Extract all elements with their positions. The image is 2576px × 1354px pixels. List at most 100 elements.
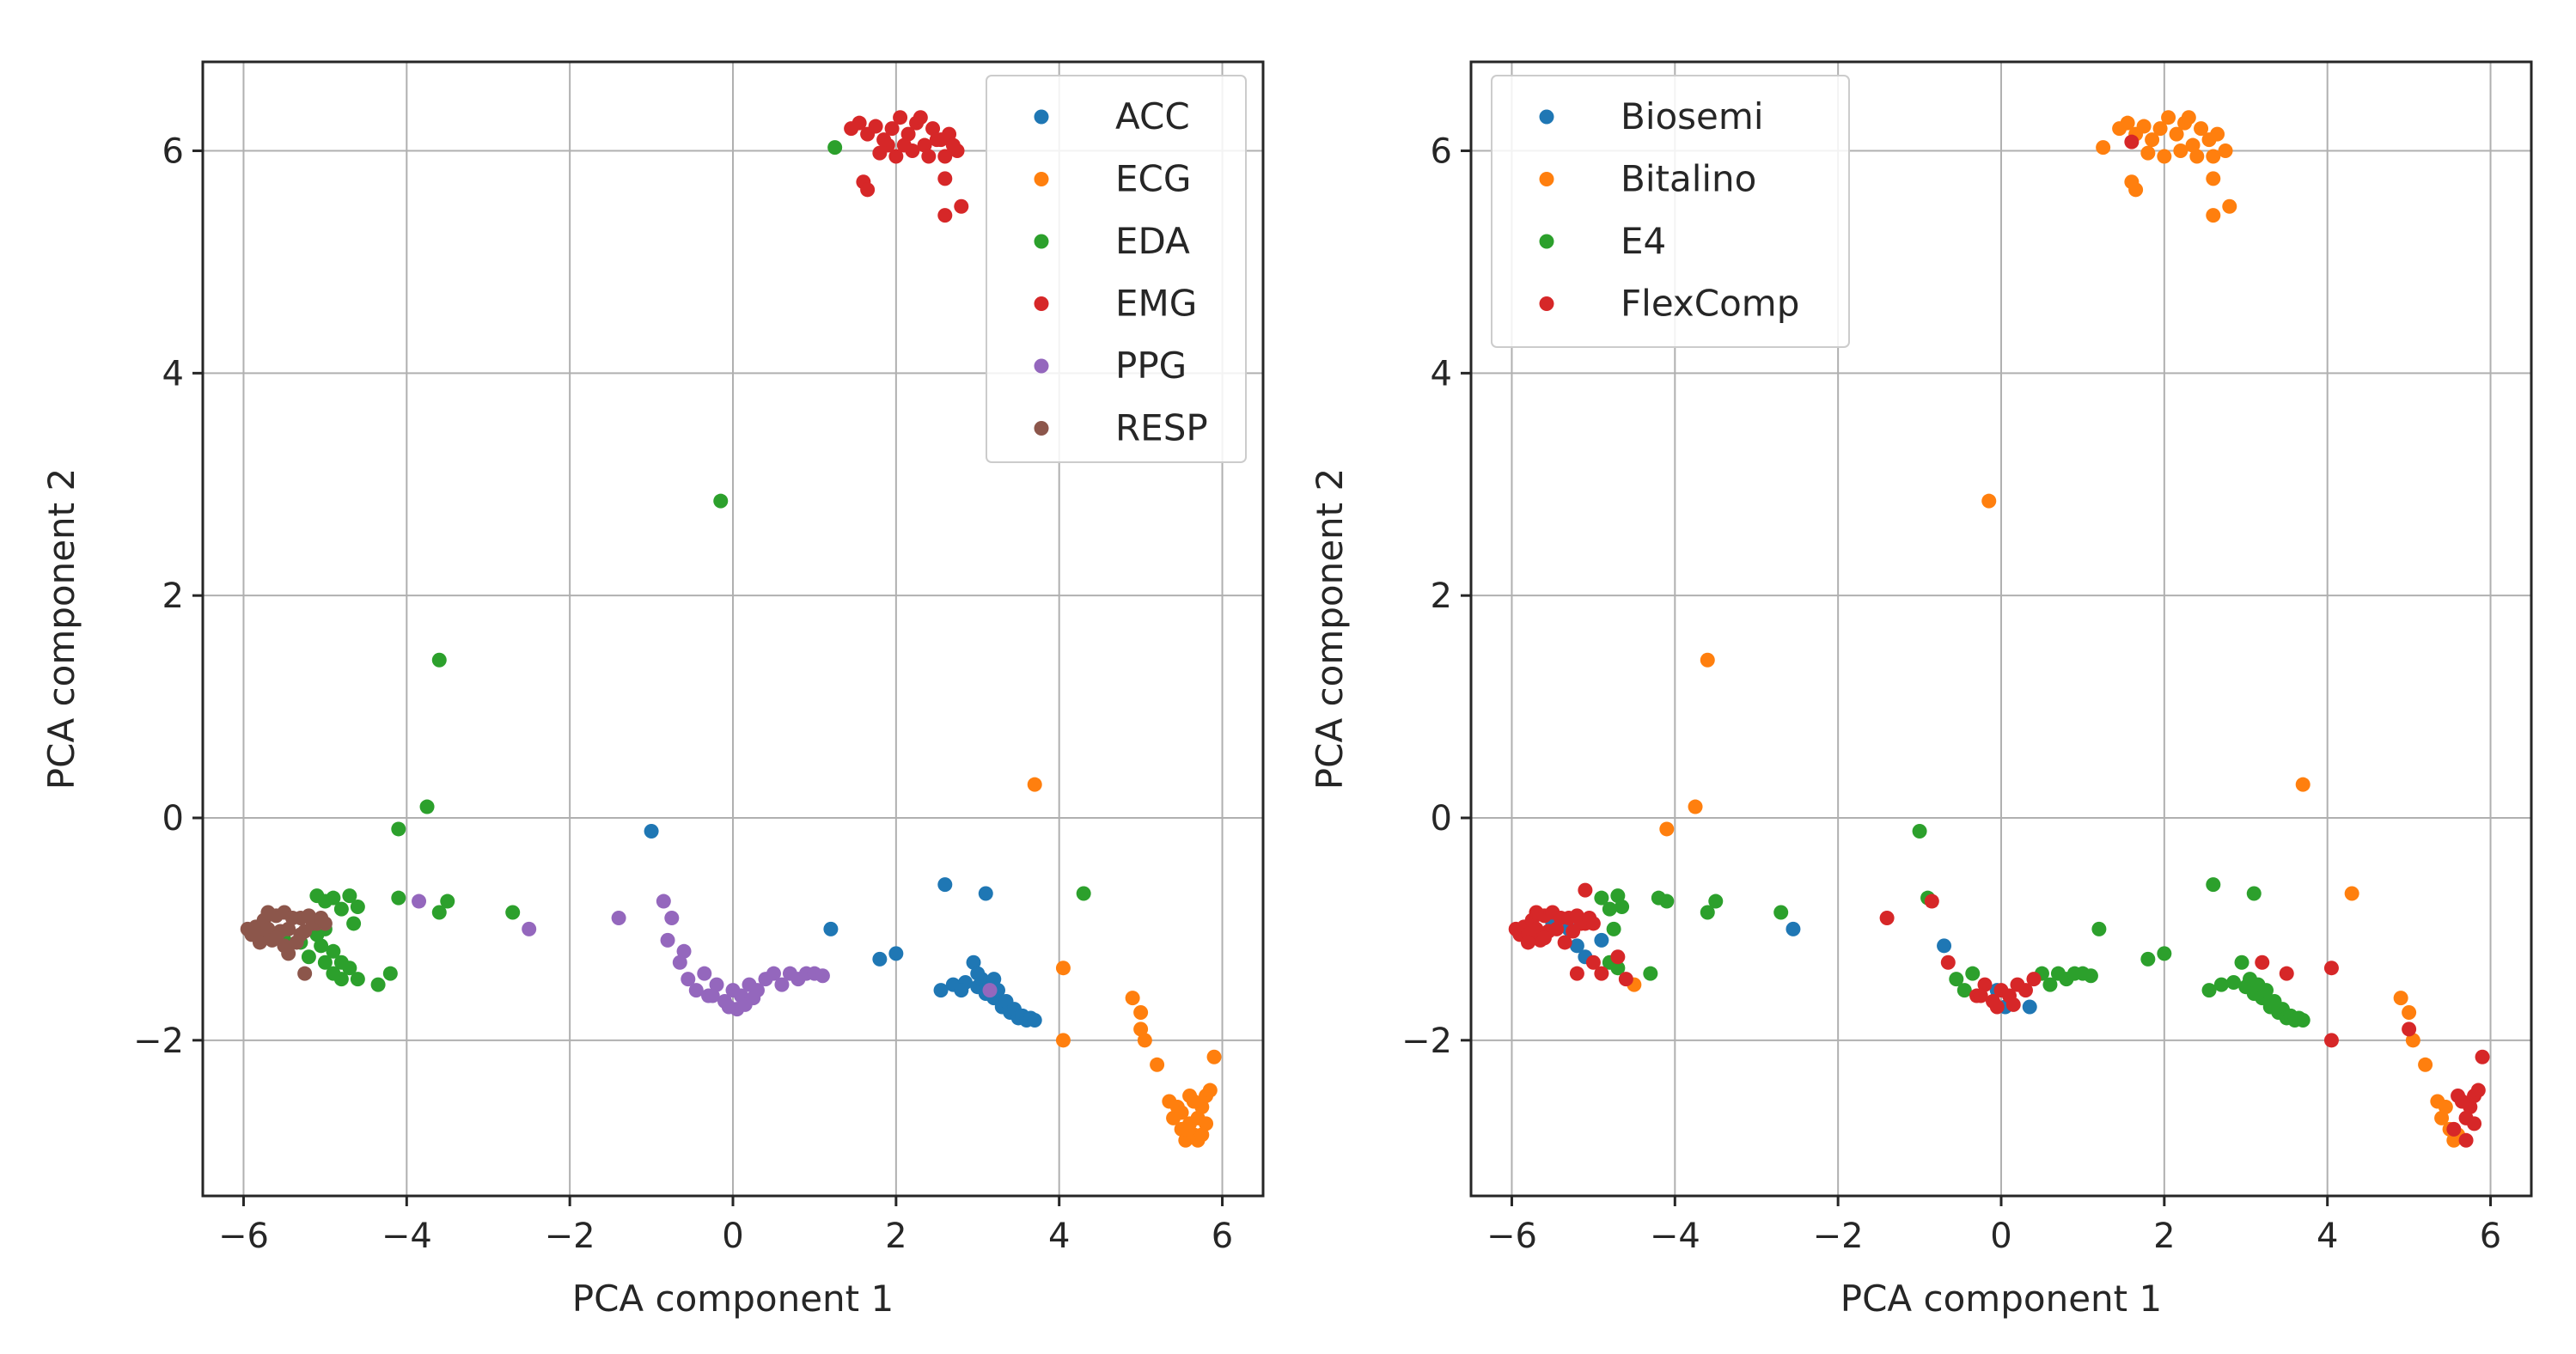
- x-tick-label: 6: [1212, 1217, 1233, 1256]
- data-point-eda: [440, 894, 455, 909]
- data-point-emg: [868, 119, 883, 134]
- data-point-flexcomp: [2005, 997, 2021, 1012]
- data-point-acc: [937, 877, 953, 893]
- data-point-emg: [925, 121, 941, 137]
- y-tick-label: 2: [162, 576, 184, 616]
- data-point-e4: [1615, 900, 1630, 915]
- data-point-e4: [1643, 966, 1658, 981]
- x-tick-label: −4: [1650, 1217, 1700, 1256]
- data-point-ppg: [982, 983, 998, 998]
- data-point-emg: [880, 137, 895, 153]
- data-point-bitalino: [2157, 149, 2172, 164]
- data-point-eda: [713, 493, 729, 509]
- data-point-eda: [350, 900, 365, 915]
- data-point-eda: [342, 961, 357, 976]
- data-point-ecg: [1027, 777, 1042, 792]
- data-point-e4: [1610, 961, 1626, 976]
- legend-marker-ecg: [1034, 172, 1049, 186]
- data-point-bitalino: [2393, 991, 2408, 1006]
- x-tick-label: 6: [2480, 1217, 2501, 1256]
- data-point-e4: [1965, 966, 1981, 981]
- data-point-e4: [1700, 905, 1715, 920]
- data-point-flexcomp: [2467, 1116, 2482, 1131]
- legend-label-acc: ACC: [1115, 95, 1190, 137]
- x-tick-label: 4: [1048, 1217, 1070, 1256]
- data-point-biosemi: [1594, 932, 1609, 948]
- data-point-ecg: [1133, 1004, 1149, 1020]
- data-point-bitalino: [2145, 132, 2160, 148]
- legend-marker-eda: [1034, 234, 1049, 249]
- legend-label-emg: EMG: [1115, 283, 1197, 325]
- data-point-emg: [852, 115, 867, 131]
- data-point-bitalino: [2096, 140, 2111, 156]
- data-point-flexcomp: [2475, 1049, 2490, 1064]
- data-point-eda: [301, 949, 316, 965]
- y-tick-label: 0: [162, 799, 184, 839]
- data-point-emg: [913, 110, 928, 125]
- data-point-e4: [2091, 921, 2107, 936]
- legend-box: [986, 75, 1247, 463]
- data-point-e4: [1912, 824, 1927, 839]
- data-point-ecg: [1125, 991, 1140, 1006]
- data-point-flexcomp: [1549, 921, 1565, 936]
- x-axis-label-left: PCA component 1: [572, 1278, 894, 1320]
- data-point-bitalino: [2402, 1004, 2417, 1020]
- legend-marker-ppg: [1034, 358, 1049, 374]
- legend-label-ecg: ECG: [1115, 158, 1191, 200]
- data-point-ecg: [1137, 1033, 1152, 1048]
- y-tick-label: 4: [162, 354, 184, 393]
- data-point-eda: [314, 938, 329, 954]
- data-point-ppg: [774, 977, 790, 992]
- data-point-ppg: [709, 977, 724, 992]
- data-point-bitalino: [2128, 182, 2144, 198]
- data-point-ecg: [1174, 1105, 1189, 1120]
- data-point-e4: [2213, 977, 2229, 992]
- data-point-emg: [888, 149, 904, 164]
- data-point-resp: [260, 905, 276, 920]
- data-point-bitalino: [2152, 121, 2168, 137]
- data-point-ppg: [522, 921, 537, 936]
- legend-left: ACC ECG EDA EMG PPG RESP: [986, 75, 1247, 463]
- data-point-ecg: [1055, 1033, 1071, 1048]
- data-point-emg: [917, 137, 932, 153]
- data-point-e4: [2259, 983, 2274, 998]
- data-point-flexcomp: [1618, 972, 1633, 987]
- data-point-eda: [350, 972, 365, 987]
- data-point-flexcomp: [2255, 955, 2270, 970]
- data-point-e4: [2206, 877, 2221, 893]
- y-tick-label: 4: [1431, 354, 1452, 393]
- data-point-acc: [954, 983, 969, 998]
- data-point-eda: [391, 821, 406, 837]
- data-point-acc: [872, 951, 888, 967]
- y-tick-label: −2: [1401, 1022, 1452, 1061]
- data-point-eda: [317, 955, 333, 970]
- data-point-ppg: [815, 968, 830, 984]
- data-point-acc: [986, 972, 1002, 987]
- data-point-ecg: [1199, 1116, 1214, 1131]
- data-point-biosemi: [1569, 938, 1584, 954]
- data-point-eda: [431, 652, 447, 668]
- data-point-bitalino: [2185, 137, 2201, 153]
- x-tick-label: 4: [2317, 1217, 2338, 1256]
- data-point-resp: [293, 927, 308, 942]
- data-point-ppg: [705, 988, 720, 1003]
- data-point-emg: [896, 137, 912, 153]
- data-point-emg: [900, 126, 916, 142]
- x-tick-label: 2: [2153, 1217, 2175, 1256]
- x-tick-label: 0: [722, 1217, 743, 1256]
- data-point-flexcomp: [1924, 894, 1939, 909]
- legend-marker-emg: [1034, 296, 1049, 311]
- data-point-bitalino: [2418, 1057, 2433, 1072]
- y-tick-label: 2: [1431, 576, 1452, 616]
- data-point-biosemi: [1785, 921, 1801, 936]
- legend-right: Biosemi Bitalino E4 FlexComp: [1491, 75, 1850, 348]
- data-point-ppg: [412, 894, 427, 909]
- data-point-acc: [644, 824, 659, 839]
- data-point-ecg: [1150, 1057, 1165, 1072]
- legend-marker-biosemi: [1539, 109, 1554, 125]
- data-point-flexcomp: [1977, 977, 1993, 992]
- data-point-bitalino: [2206, 208, 2221, 223]
- ticks-left: −6 −4 −2 0 2 4 6 −2 0 2 4 6: [133, 132, 1233, 1256]
- y-tick-label: 6: [162, 132, 184, 172]
- data-point-bitalino: [2438, 1099, 2453, 1114]
